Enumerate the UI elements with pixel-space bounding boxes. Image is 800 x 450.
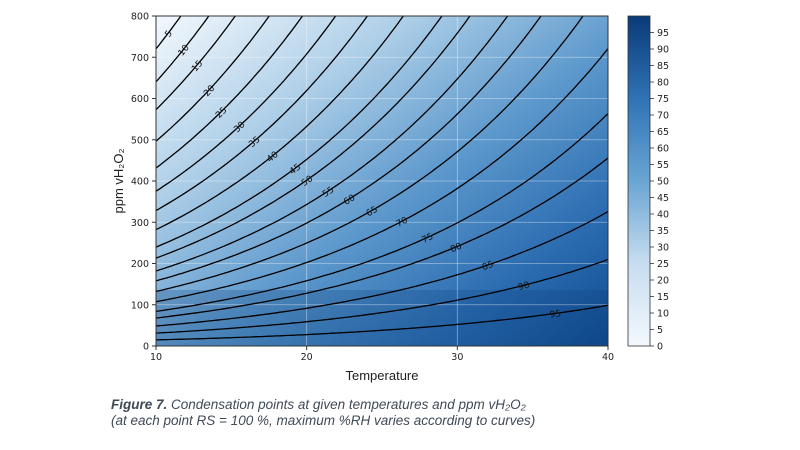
contour-line-60 — [156, 16, 542, 282]
y-tick-label-800: 800 — [131, 12, 149, 23]
plot-background — [156, 16, 608, 346]
colorbar-tick-label-60: 60 — [657, 144, 669, 155]
y-axis-label: ppm vH₂O₂ — [111, 149, 126, 214]
contour-line-90 — [156, 258, 608, 334]
contour-line-80 — [156, 157, 608, 319]
colorbar-tick-label-65: 65 — [657, 127, 669, 138]
colorbar-tick-label-55: 55 — [657, 160, 669, 171]
contour-label-text: 5 — [164, 29, 175, 40]
contour-line-85 — [156, 211, 608, 327]
contour-label-5: 5 — [164, 29, 175, 40]
colorbar-tick-label-40: 40 — [657, 210, 669, 221]
contour-line-50 — [156, 16, 471, 259]
contour-label-text: 85 — [481, 260, 495, 273]
colorbar-ticks: 0 5 10 15 20 25 30 35 40 45 50 55 60 65 70 75 80 85 90 95 — [650, 28, 669, 353]
contour-line-15 — [156, 16, 237, 111]
colorbar — [627, 15, 651, 347]
colorbar-tick-label-70: 70 — [657, 111, 669, 122]
contour-label-85: 85 — [481, 260, 495, 273]
contour-line-35 — [156, 16, 369, 212]
colorbar-tick-label-25: 25 — [657, 259, 669, 270]
x-tick-label-10: 10 — [150, 352, 162, 363]
colorbar-tick-label-80: 80 — [657, 78, 669, 89]
contour-line-55 — [156, 16, 509, 272]
contour-line-20 — [156, 16, 271, 142]
y-tick-label-600: 600 — [131, 94, 149, 105]
y-tick-label-700: 700 — [131, 53, 149, 64]
colorbar-tick-label-85: 85 — [657, 61, 669, 72]
colorbar-tick-label-0: 0 — [657, 342, 663, 353]
x-tick-label-40: 40 — [602, 352, 614, 363]
x-axis-label: Temperature — [346, 368, 419, 383]
contour-line-40 — [156, 16, 405, 231]
colorbar-tick-label-20: 20 — [657, 276, 669, 287]
colorbar-tick-label-10: 10 — [657, 309, 669, 320]
colorbar-tick-label-50: 50 — [657, 177, 669, 188]
contour-line-65 — [156, 16, 584, 293]
figure-caption: Figure 7. Condensation points at given t… — [111, 397, 711, 429]
contour-label-text: 80 — [449, 241, 464, 255]
contour-label-text: 75 — [421, 232, 436, 246]
contour-label-text: 65 — [365, 205, 380, 219]
caption-line-1: Figure 7. Condensation points at given t… — [111, 397, 711, 413]
contour-label-80: 80 — [449, 241, 464, 255]
contour-line-45 — [156, 16, 443, 248]
y-tick-label-0: 0 — [143, 342, 149, 353]
y-tick-label-500: 500 — [131, 135, 149, 146]
colorbar-tick-label-35: 35 — [657, 226, 669, 237]
colorbar-tick-label-75: 75 — [657, 94, 669, 105]
y-tick-label-100: 100 — [131, 300, 149, 311]
contour-line-25 — [156, 16, 304, 169]
contour-label-95: 95 — [549, 309, 562, 320]
contour-label-70: 70 — [395, 216, 410, 230]
contour-lines — [156, 16, 608, 341]
contour-label-text: 95 — [549, 309, 562, 320]
contour-label-text: 70 — [395, 216, 410, 230]
caption-figure-label: Figure 7. — [111, 397, 168, 412]
x-tick-label-20: 20 — [301, 352, 313, 363]
contour-line-95 — [156, 304, 608, 341]
contour-label-65: 65 — [365, 205, 380, 219]
contour-line-30 — [156, 16, 337, 192]
contour-label-90: 90 — [517, 281, 531, 294]
contour-line-70 — [156, 48, 608, 303]
colorbar-tick-label-45: 45 — [657, 193, 669, 204]
caption-line-2: (at each point RS = 100 %, maximum %RH v… — [111, 413, 536, 428]
caption-text-1: Condensation points at given temperature… — [167, 397, 526, 412]
colorbar-tick-label-5: 5 — [657, 325, 663, 336]
colorbar-tick-label-95: 95 — [657, 28, 669, 39]
contour-line-75 — [156, 113, 608, 313]
grid-lines — [156, 16, 608, 346]
colorbar-tick-label-90: 90 — [657, 45, 669, 56]
y-tick-label-400: 400 — [131, 177, 149, 188]
contour-label-text: 90 — [517, 281, 531, 294]
contour-label-75: 75 — [421, 232, 436, 246]
x-tick-label-30: 30 — [451, 352, 463, 363]
colorbar-tick-label-30: 30 — [657, 243, 669, 254]
y-tick-label-300: 300 — [131, 218, 149, 229]
colorbar-tick-label-15: 15 — [657, 292, 669, 303]
y-tick-label-200: 200 — [131, 259, 149, 270]
